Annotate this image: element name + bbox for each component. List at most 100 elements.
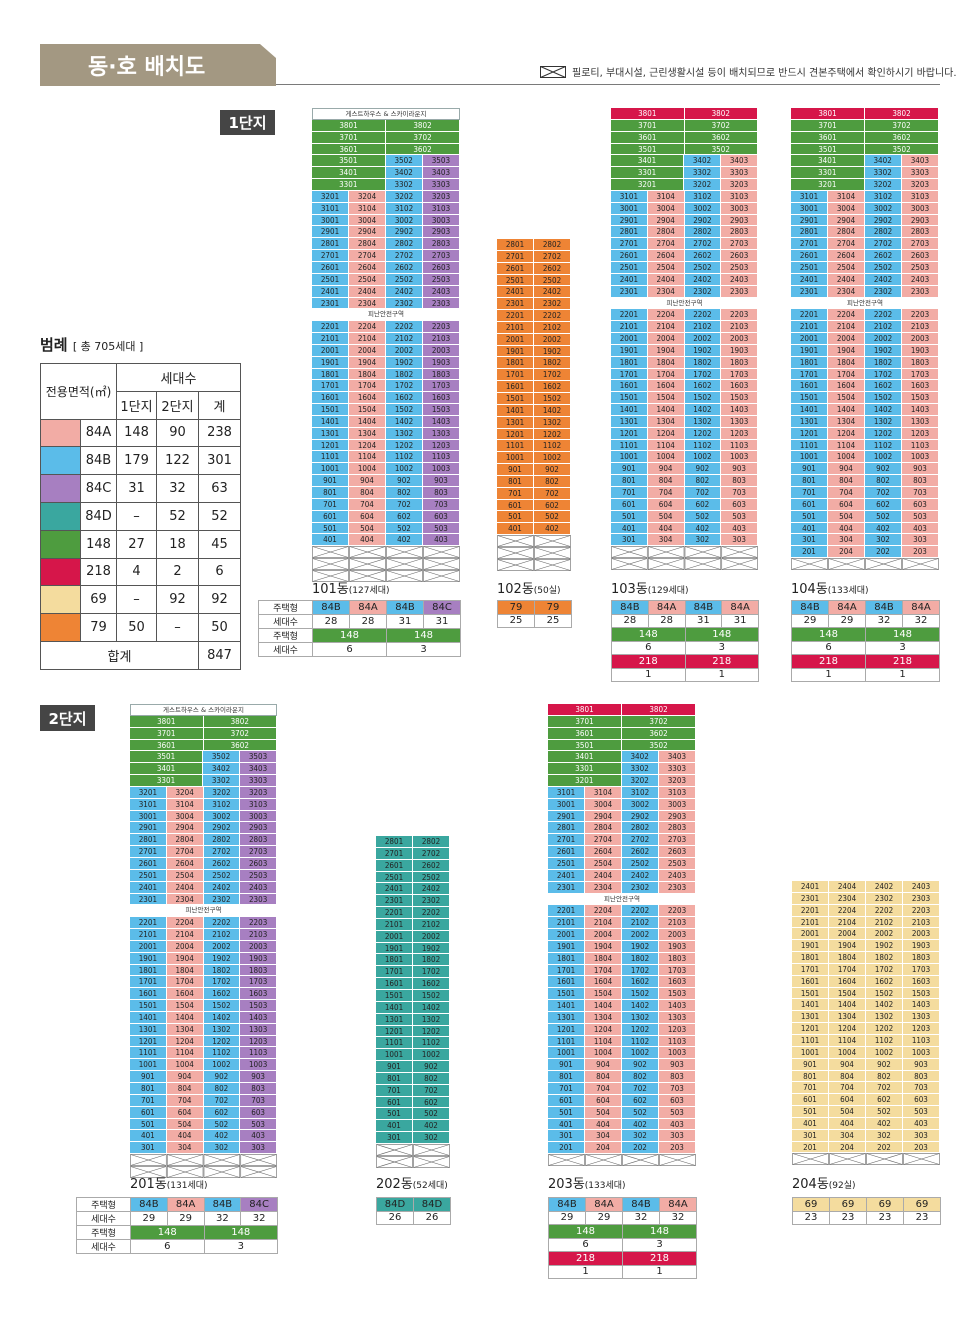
unit-cell: 904 [647,463,685,476]
unit-cell: 2904 [166,822,204,835]
summary-cell: 84C [240,1197,278,1212]
building-name: 201동(131세대) [130,1173,208,1192]
unit-cell: 3103 [902,190,939,203]
unit-cell: 1003 [902,451,939,464]
unit-cell: 1804 [647,356,685,369]
unit-cell: 1501 [376,989,413,1002]
unit-cell: 801 [312,487,349,499]
unit-cell: 1904 [829,940,866,953]
unit-cell: 3403 [422,167,460,180]
unit-cell: 3102 [622,786,659,799]
summary-cell: 3 [865,640,940,655]
unit-cell: 703 [240,1094,277,1107]
unit-cell: 1002 [684,451,722,464]
summary-cell: 6 [312,642,387,657]
summary-cell: 1 [548,1264,623,1279]
unit-cell: 1602 [534,381,571,393]
unit-cell: 2403 [721,273,758,286]
unit-cell: 2003 [721,333,758,345]
complex-2-label: 2단지 [40,705,95,731]
unit-cell: 2404 [166,881,204,894]
unit-cell: 1701 [792,963,829,976]
unit-cell: 1601 [792,975,829,988]
unit-cell: 2204 [585,905,622,918]
floor-row: 801 804 802 803 [791,475,939,487]
unit-cell: 1104 [828,439,865,452]
summary-cell: 218 [684,654,759,669]
summary-cell: 1 [684,667,759,682]
floor-row: 201 204 202 203 [791,546,939,559]
floor-row: 3001 3004 3002 3003 [548,798,696,811]
unit-cell: 2201 [376,907,413,919]
unit-cell: 3101 [791,190,828,203]
unit-cell: 3201 [611,179,684,191]
floor-row: 3201 3204 3202 3203 [312,190,460,203]
floor-row: 1601 1604 1602 1603 [130,988,277,1001]
unit-cell: 3001 [611,202,648,215]
unit-cell: 2401 [611,273,648,286]
unit-cell: 801 [792,1070,829,1083]
summary-cell: 218 [791,654,866,669]
unit-cell: 2404 [829,881,866,893]
unit-cell: 902 [534,464,571,476]
unit-cell: 2901 [548,810,585,823]
pilotis-cross-icon [497,547,571,559]
floor-row: 1901 1904 1902 1903 [611,344,758,357]
unit-cell: 2601 [312,261,349,274]
summary-cell: 84B [312,600,350,615]
unit-cell: 2702 [386,250,423,262]
unit-cell: 702 [865,487,902,499]
unit-cell: 2201 [792,904,829,917]
floor-row: 501 504 502 503 [791,510,939,523]
floor-row: 1301 1304 1302 1303 [792,1011,940,1024]
unit-cell: 1802 [684,356,722,369]
unit-cell: 3203 [721,179,758,191]
floor-row: 601 604 602 603 [130,1106,277,1119]
unit-cell: 2603 [659,846,696,858]
unit-cell: 1302 [865,415,902,428]
unit-cell: 2701 [130,846,167,858]
unit-cell: 504 [647,510,685,523]
unit-cell: 401 [548,1118,585,1131]
unit-cell: 3301 [130,775,203,787]
unit-cell: 2803 [240,834,277,847]
unit-cell: 2203 [721,309,758,322]
summary-cell: 25 [497,613,535,628]
unit-cell: 2003 [240,940,277,953]
unit-cell: 2701 [312,250,349,262]
legend-type: 84C [80,474,117,503]
unit-cell: 2501 [548,857,585,870]
floor-row: 401 402 [376,1120,450,1133]
unit-cell: 2104 [829,916,866,929]
unit-cell: 3103 [659,786,696,799]
unit-cell: 1103 [902,439,939,452]
summary-cell: 84D [413,1197,451,1212]
unit-cell: 3104 [585,786,622,799]
floor-row: 2401 2404 2402 2403 [791,273,939,286]
unit-cell: 1401 [130,1011,167,1024]
summary-cell: 26 [413,1210,451,1225]
unit-cell: 1404 [585,1000,622,1012]
unit-cell: 1301 [791,415,828,428]
unit-cell: 403 [659,1118,696,1131]
floor-row: 1501 1502 [376,989,450,1002]
unit-cell: 802 [622,1071,659,1083]
unit-cell: 3403 [240,763,277,776]
unit-cell: 203 [659,1142,696,1155]
unit-cell: 2404 [349,285,386,298]
unit-cell: 1201 [376,1025,413,1038]
unit-cell: 2003 [659,929,696,941]
unit-cell: 3702 [684,119,758,132]
summary-cell: 29 [166,1211,205,1226]
unit-cell: 2301 [792,892,829,905]
unit-cell: 1201 [791,427,828,440]
floor-row: 1601 1604 1602 1603 [611,380,758,393]
unit-cell: 1502 [684,392,722,405]
legend-table: 전용면적(㎡) 세대수 1단지 2단지 계 84A 148 90 238 84B 179 1… [40,363,241,670]
unit-cell: 201 [792,1141,829,1154]
summary-cell: 218 [548,1251,623,1266]
summary-cell: 218 [865,654,940,669]
floor-row: 2601 2602 [497,262,571,275]
unit-cell: 3802 [865,108,939,120]
unit-cell: 3402 [385,167,423,180]
